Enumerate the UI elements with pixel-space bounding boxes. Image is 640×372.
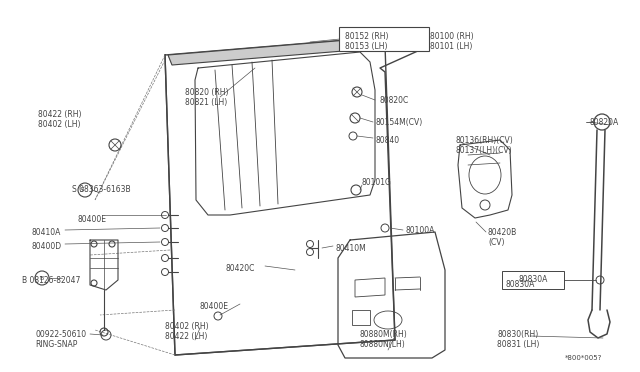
Polygon shape [355,278,385,297]
Text: 80410A: 80410A [32,228,61,237]
Text: 80422 (RH)
80402 (LH): 80422 (RH) 80402 (LH) [38,110,81,129]
Text: 80820C: 80820C [380,96,409,105]
Text: 80820A: 80820A [590,118,620,127]
Text: 80840: 80840 [375,136,399,145]
Text: S 08363-6163B: S 08363-6163B [72,185,131,194]
Polygon shape [168,38,380,65]
Text: S: S [80,187,84,193]
Text: 80400E: 80400E [200,302,229,311]
Text: 80410M: 80410M [335,244,365,253]
Text: B: B [40,276,44,280]
Text: 80830A: 80830A [505,280,534,289]
Text: 80402 (RH)
80422 (LH): 80402 (RH) 80422 (LH) [165,322,209,341]
FancyBboxPatch shape [339,27,429,51]
Text: 80100 (RH)
80101 (LH): 80100 (RH) 80101 (LH) [430,32,474,51]
Text: 80830(RH)
80831 (LH): 80830(RH) 80831 (LH) [497,330,540,349]
Text: 80400E: 80400E [78,215,107,224]
Text: 80100A: 80100A [405,226,435,235]
Text: 80420C: 80420C [225,264,254,273]
Text: 80152 (RH)
80153 (LH): 80152 (RH) 80153 (LH) [345,32,388,51]
Text: 80420B
(CV): 80420B (CV) [488,228,517,247]
Text: 80400D: 80400D [32,242,62,251]
Text: 80830A: 80830A [518,276,548,285]
Text: *800*005?: *800*005? [565,355,602,361]
Text: 00922-50610
RING-SNAP: 00922-50610 RING-SNAP [35,330,86,349]
Text: 80136(RH)(CV)
80137(LH)(CV): 80136(RH)(CV) 80137(LH)(CV) [455,136,513,155]
Text: B 08126-82047: B 08126-82047 [22,276,81,285]
Text: 80101G: 80101G [362,178,392,187]
Text: 80880M(RH)
80880N(LH): 80880M(RH) 80880N(LH) [360,330,408,349]
Text: 80820 (RH)
80821 (LH): 80820 (RH) 80821 (LH) [185,88,228,108]
Polygon shape [352,310,370,325]
FancyBboxPatch shape [502,271,564,289]
Text: 80154M(CV): 80154M(CV) [375,118,422,127]
